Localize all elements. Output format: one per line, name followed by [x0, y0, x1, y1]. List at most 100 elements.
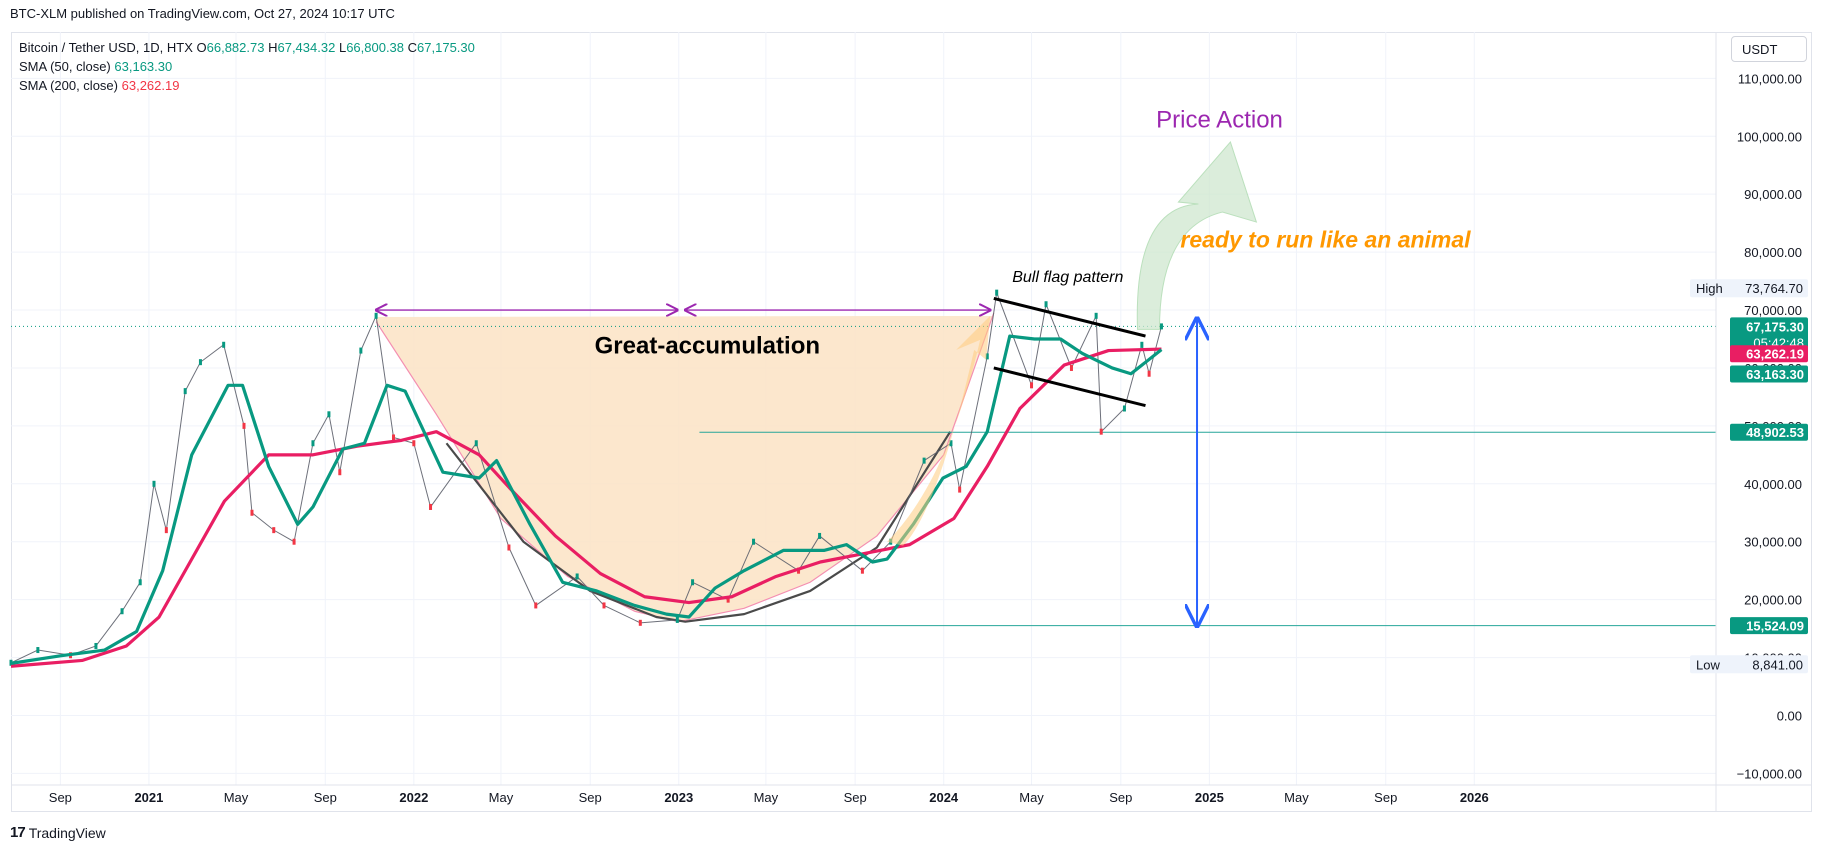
sma200-badge: 63,262.19 — [1746, 347, 1804, 362]
sma50-badge-bg — [1730, 365, 1808, 383]
price-candle — [392, 434, 396, 441]
price-candle — [412, 440, 416, 447]
x-tick-label: 2022 — [399, 790, 428, 805]
sma50-label: SMA (50, close) — [19, 59, 111, 74]
accumulation-cup-fill — [376, 312, 994, 622]
chart-legend: Bitcoin / Tether USD, 1D, HTX O66,882.73… — [19, 38, 475, 95]
drawings: Great-accumulation Price Action ready to r… — [376, 107, 1471, 626]
flag-upper-line — [993, 296, 1146, 338]
price-candle — [1044, 301, 1048, 308]
price-candle — [198, 359, 202, 366]
y-tick-label: 90,000.00 — [1744, 187, 1802, 202]
price-candle — [250, 509, 254, 516]
x-tick-label: Sep — [314, 790, 337, 805]
price-candle — [507, 544, 511, 551]
x-tick-label: May — [1019, 790, 1044, 805]
tradingview-brand[interactable]: 17 TradingView — [10, 824, 106, 841]
open-value: 66,882.73 — [206, 40, 265, 55]
price-candle — [1094, 312, 1098, 319]
sma200-value: 63,262.19 — [121, 78, 180, 93]
sma200-label: SMA (200, close) — [19, 78, 118, 93]
price-candle — [958, 486, 962, 493]
low-badge-label: Low — [1696, 657, 1720, 672]
y-tick-label: 110,000.00 — [1738, 71, 1802, 86]
level-upper-badge-bg — [1730, 423, 1808, 441]
great-accumulation-label: Great-accumulation — [595, 332, 820, 359]
price-candle — [338, 469, 342, 476]
price-candle — [183, 388, 187, 395]
x-tick-label: May — [489, 790, 514, 805]
y-tick-label: 100,000.00 — [1737, 129, 1802, 144]
x-tick-label: 2026 — [1460, 790, 1489, 805]
symbol-title[interactable]: Bitcoin / Tether USD, 1D, HTX — [19, 40, 193, 55]
moving-averages — [10, 334, 1163, 668]
price-candle — [120, 608, 124, 615]
x-tick-label: 2023 — [664, 790, 693, 805]
price-candle — [311, 440, 315, 447]
price-candle — [726, 596, 730, 603]
y-tick-label: −10,000.00 — [1737, 766, 1802, 781]
sma50-value: 63,163.30 — [114, 59, 173, 74]
price-candle — [1069, 364, 1073, 371]
price-candle — [575, 573, 579, 580]
price-candle — [222, 341, 226, 348]
price-candle — [138, 579, 142, 586]
x-tick-label: 2021 — [134, 790, 163, 805]
level-lower-badge-bg — [1730, 617, 1808, 635]
price-candle — [327, 411, 331, 418]
price-candle — [818, 532, 822, 539]
price-candle — [995, 289, 999, 296]
price-candle — [922, 457, 926, 464]
ready-to-run-label: ready to run like an animal — [1180, 226, 1471, 252]
price-candle — [292, 538, 296, 545]
x-tick-label: Sep — [1109, 790, 1132, 805]
price-candle — [359, 347, 363, 354]
x-tick-label: Sep — [49, 790, 72, 805]
open-label: O — [196, 40, 207, 55]
accumulation-breakout-arrow — [887, 315, 991, 546]
chart-pane[interactable] — [11, 32, 1812, 812]
high-label: H — [268, 40, 278, 55]
price-candle — [691, 579, 695, 586]
brand-name: TradingView — [28, 824, 106, 841]
currency-button[interactable]: USDT — [1731, 36, 1807, 62]
legend-sma50-row[interactable]: SMA (50, close) 63,163.30 — [19, 57, 475, 76]
sma200-badge-bg — [1730, 345, 1808, 363]
tradingview-logo-icon: 17 — [10, 824, 26, 841]
price-action-label: Price Action — [1156, 107, 1283, 134]
price-candle — [752, 538, 756, 545]
last-price-badge-bg — [1730, 317, 1808, 352]
level-lower-badge: 15,524.09 — [1746, 619, 1804, 634]
legend-sma200-row[interactable]: SMA (200, close) 63,262.19 — [19, 76, 475, 95]
price-candle — [1099, 428, 1103, 435]
price-candle — [474, 440, 478, 447]
high-value: 67,434.32 — [277, 40, 336, 55]
price-candle — [374, 312, 378, 319]
low-label: L — [338, 40, 347, 55]
y-tick-label: 40,000.00 — [1744, 477, 1802, 492]
price-candle — [1159, 323, 1163, 330]
low-badge-label-bg — [1690, 655, 1808, 674]
price-candle — [534, 602, 538, 609]
y-tick-label: 70,000.00 — [1744, 303, 1802, 318]
y-tick-label: 20,000.00 — [1744, 593, 1802, 608]
price-candle — [949, 440, 953, 447]
flag-lower-line — [993, 366, 1146, 408]
y-tick-label: 30,000.00 — [1744, 535, 1802, 550]
published-caption: BTC-XLM published on TradingView.com, Oc… — [10, 6, 395, 21]
x-tick-label: May — [1284, 790, 1309, 805]
high-badge-label: High — [1696, 281, 1723, 296]
x-tick-label: Sep — [844, 790, 867, 805]
price-candle — [242, 422, 246, 429]
legend-symbol-row: Bitcoin / Tether USD, 1D, HTX O66,882.73… — [19, 38, 475, 57]
low-value: 66,800.38 — [346, 40, 405, 55]
x-tick-label: 2025 — [1195, 790, 1224, 805]
last-price-badge: 67,175.30 — [1746, 319, 1804, 334]
bull-flag-label: Bull flag pattern — [1012, 269, 1123, 286]
price-action-arrow — [1136, 141, 1258, 330]
x-tick-label: 2024 — [929, 790, 959, 805]
close-value: 67,175.30 — [417, 40, 475, 55]
x-tick-label: Sep — [1374, 790, 1397, 805]
